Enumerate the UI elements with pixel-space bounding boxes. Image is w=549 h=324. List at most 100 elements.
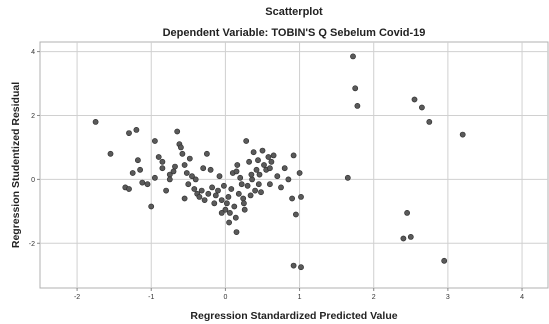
data-point (166, 176, 173, 183)
data-point (246, 158, 252, 165)
data-point (183, 170, 190, 176)
data-points (92, 53, 466, 271)
data-point (255, 157, 261, 164)
data-point (179, 150, 186, 157)
data-point (144, 181, 151, 188)
x-axis-label: Regression Standardized Predicted Value (190, 310, 397, 322)
x-tick-label: 3 (446, 294, 450, 301)
data-point (133, 126, 140, 133)
data-point (290, 152, 297, 159)
data-point (137, 166, 143, 173)
data-point (256, 171, 263, 178)
data-point (203, 150, 210, 157)
data-point (261, 162, 267, 168)
data-point (159, 165, 166, 172)
data-point (129, 170, 136, 176)
data-point (186, 155, 193, 162)
data-point (181, 162, 188, 168)
data-point (344, 174, 351, 181)
data-point (225, 193, 232, 200)
data-point (92, 119, 99, 125)
chart-title: Scatterplot (265, 6, 323, 18)
data-point (222, 206, 229, 213)
data-point (292, 211, 299, 218)
data-point (226, 209, 233, 216)
data-point (270, 152, 277, 159)
data-point (185, 181, 192, 188)
data-point (191, 186, 198, 192)
data-point (426, 119, 433, 125)
x-tick-label: 2 (372, 294, 376, 301)
data-point (258, 189, 264, 196)
data-point (240, 200, 247, 207)
grid-lines (37, 42, 548, 291)
y-tick-label: 0 (31, 177, 35, 184)
data-point (411, 96, 418, 103)
data-point (198, 187, 205, 194)
data-point (200, 165, 207, 172)
data-point (240, 195, 247, 202)
x-tick-label: -2 (74, 294, 80, 301)
data-point (289, 195, 295, 202)
data-point (418, 104, 425, 111)
data-point (233, 229, 240, 235)
data-point (268, 158, 275, 165)
data-point (298, 193, 304, 200)
data-point (126, 186, 132, 192)
x-tick-label: 4 (520, 294, 524, 301)
data-point (241, 206, 248, 213)
data-point (151, 138, 158, 144)
data-point (163, 187, 169, 194)
data-point (252, 187, 258, 194)
x-tick-labels: -2 -1 0 1 2 3 4 (74, 294, 524, 301)
data-point (228, 186, 235, 192)
data-point (215, 187, 221, 194)
data-point (174, 128, 181, 135)
data-point (159, 158, 166, 165)
data-point (266, 181, 273, 188)
data-point (177, 144, 184, 151)
data-point (290, 262, 297, 269)
data-point (189, 173, 195, 180)
data-point (407, 233, 414, 240)
data-point (192, 176, 199, 183)
data-point (354, 103, 361, 109)
plot-area (39, 41, 549, 289)
data-point (226, 219, 232, 226)
data-point (207, 166, 214, 173)
data-point (232, 214, 239, 221)
data-point (126, 130, 132, 136)
data-point (148, 203, 155, 210)
data-point (172, 163, 178, 170)
data-point (298, 264, 304, 271)
data-point (296, 170, 303, 176)
data-point (107, 150, 114, 157)
data-point (250, 149, 257, 156)
data-point (211, 200, 218, 207)
data-point (196, 193, 203, 200)
data-point (266, 165, 273, 172)
data-point (151, 174, 158, 181)
y-tick-label: 2 (31, 113, 35, 120)
data-point (404, 209, 410, 216)
data-point (223, 200, 230, 207)
data-point (265, 154, 272, 160)
data-point (218, 197, 225, 203)
data-point (155, 154, 162, 160)
data-point (134, 157, 141, 164)
data-point (253, 166, 260, 173)
data-point (209, 184, 215, 191)
x-tick-label: 0 (223, 294, 227, 301)
data-point (249, 176, 255, 183)
data-point (247, 192, 254, 199)
y-axis-label: Regression Studentized Residual (10, 82, 22, 248)
data-point (234, 162, 241, 168)
data-point (201, 197, 208, 203)
data-point (400, 235, 407, 242)
data-point (205, 190, 212, 197)
data-point (441, 257, 448, 264)
data-point (352, 85, 359, 92)
data-point (237, 174, 244, 181)
data-point (350, 53, 356, 60)
data-point (278, 184, 284, 191)
